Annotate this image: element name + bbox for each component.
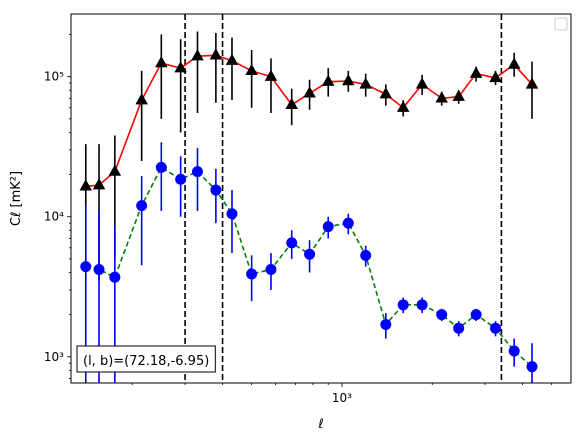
y-axis-label: Cℓ [mK²] xyxy=(9,171,24,226)
data-point-triangle xyxy=(303,86,316,98)
data-point-triangle xyxy=(225,53,239,65)
data-point-circle xyxy=(265,263,277,275)
y-tick-label: 10⁴ xyxy=(44,210,64,224)
data-point-triangle xyxy=(396,100,410,112)
data-point-triangle xyxy=(452,89,465,101)
data-point-circle xyxy=(322,221,334,233)
data-point-circle xyxy=(304,248,316,260)
plot-layer xyxy=(79,14,539,383)
data-point-circle xyxy=(380,319,392,331)
data-point-triangle xyxy=(379,87,393,99)
data-point-triangle xyxy=(435,91,448,103)
y-tick-label: 10³ xyxy=(44,350,64,364)
data-point-circle xyxy=(210,184,222,196)
data-point-circle xyxy=(136,200,148,212)
data-point-circle xyxy=(470,309,482,321)
data-point-triangle xyxy=(359,77,372,89)
legend-box xyxy=(554,17,568,31)
y-tick-label: 10⁵ xyxy=(44,70,64,84)
data-point-circle xyxy=(342,217,354,229)
data-point-triangle xyxy=(507,57,521,69)
data-point-triangle xyxy=(135,93,148,105)
data-point-circle xyxy=(453,322,465,334)
annotation-box xyxy=(76,345,216,373)
annotation-text: (l, b)=(72.18,-6.95) xyxy=(83,354,209,369)
data-point-triangle xyxy=(209,48,223,60)
data-point-circle xyxy=(508,345,520,357)
data-point-triangle xyxy=(264,69,278,81)
data-point-circle xyxy=(360,249,372,261)
data-point-circle xyxy=(109,271,121,283)
data-point-circle xyxy=(490,322,502,334)
data-point-triangle xyxy=(469,66,483,78)
plot-frame xyxy=(70,13,572,384)
data-point-circle xyxy=(436,309,448,321)
x-tick-label: 10³ xyxy=(332,391,352,405)
data-point-circle xyxy=(526,361,538,373)
data-point-triangle xyxy=(174,61,187,73)
data-point-triangle xyxy=(245,63,258,76)
data-point-circle xyxy=(155,161,167,173)
data-point-triangle xyxy=(285,97,298,109)
data-point-triangle xyxy=(525,77,539,89)
data-point-triangle xyxy=(342,74,355,86)
data-point-circle xyxy=(286,237,298,249)
data-point-triangle xyxy=(79,179,93,191)
data-point-circle xyxy=(191,166,203,178)
data-point-circle xyxy=(416,299,428,311)
data-point-triangle xyxy=(191,49,204,61)
data-point-circle xyxy=(226,208,238,220)
data-point-circle xyxy=(80,261,92,273)
data-point-triangle xyxy=(415,77,429,89)
data-point-circle xyxy=(397,299,409,311)
data-point-circle xyxy=(246,268,258,280)
data-point-triangle xyxy=(108,164,122,176)
data-point-triangle xyxy=(489,70,502,83)
data-point-circle xyxy=(93,263,105,275)
ticks-layer: 10³ 10⁴ 10⁵ 10³ xyxy=(44,34,553,405)
data-point-circle xyxy=(175,173,187,185)
data-point-triangle xyxy=(321,74,335,86)
data-point-triangle xyxy=(155,56,168,68)
x-axis-label: ℓ xyxy=(317,417,323,432)
data-point-triangle xyxy=(92,178,106,190)
